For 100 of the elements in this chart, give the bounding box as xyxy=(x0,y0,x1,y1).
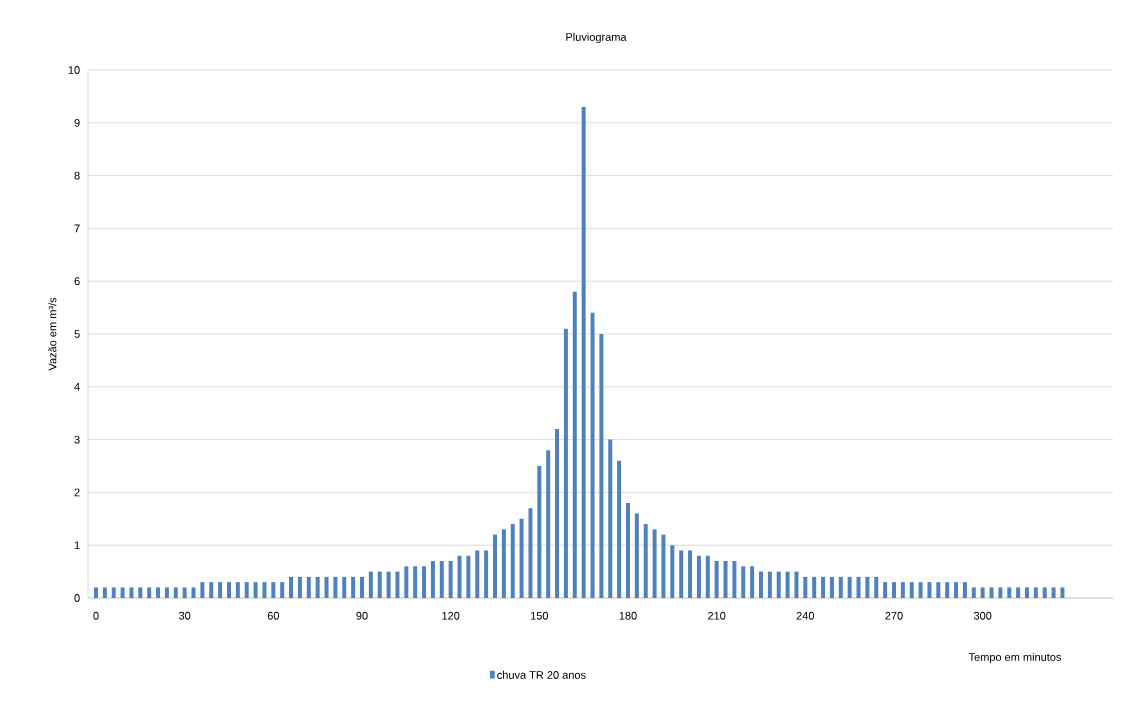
bar xyxy=(838,576,843,598)
bar xyxy=(1007,587,1012,598)
bar xyxy=(413,566,418,598)
bar xyxy=(448,561,453,598)
y-tick-label: 2 xyxy=(74,488,80,497)
bar xyxy=(315,576,320,598)
bar xyxy=(679,550,684,598)
bar xyxy=(661,534,666,598)
bar xyxy=(954,582,959,598)
bar xyxy=(936,582,941,598)
bar xyxy=(688,550,693,598)
chart-title: Pluviograma xyxy=(566,32,627,44)
bar xyxy=(297,576,302,598)
bar xyxy=(156,587,161,598)
bar xyxy=(147,587,152,598)
y-axis-title: Vazão em m³/s xyxy=(48,297,57,371)
bar xyxy=(439,561,444,598)
bar xyxy=(528,508,533,598)
bar xyxy=(608,439,613,598)
bar xyxy=(226,582,231,598)
bar xyxy=(280,582,285,598)
bar xyxy=(572,291,577,598)
x-tick-label: 0 xyxy=(93,611,99,620)
bar xyxy=(980,587,985,598)
y-tick-label: 9 xyxy=(74,118,80,127)
bar xyxy=(617,460,622,598)
y-tick-label: 4 xyxy=(74,383,80,391)
bar xyxy=(306,576,311,598)
bar xyxy=(484,550,489,598)
bar xyxy=(900,582,905,598)
bar xyxy=(138,587,143,598)
bar xyxy=(750,566,755,598)
y-tick-label: 0 xyxy=(74,594,80,602)
x-tick-label: 120 xyxy=(442,611,460,620)
bar xyxy=(359,576,364,598)
bar xyxy=(537,465,542,598)
y-tick-label: 10 xyxy=(68,66,80,74)
y-tick-label: 8 xyxy=(74,171,80,180)
bar xyxy=(696,555,701,598)
bar xyxy=(510,524,515,598)
bar xyxy=(386,571,391,598)
bar xyxy=(918,582,923,598)
x-tick-label: 270 xyxy=(885,611,903,620)
bar xyxy=(883,582,888,598)
bar xyxy=(492,534,497,598)
bar xyxy=(962,582,967,598)
x-axis-title: Tempo em minutos xyxy=(968,652,1062,664)
bar xyxy=(945,582,950,598)
bar xyxy=(652,529,657,598)
bar xyxy=(368,571,373,598)
x-tick-label: 90 xyxy=(356,611,368,620)
bar xyxy=(342,576,347,598)
bar xyxy=(218,582,223,598)
bar xyxy=(865,576,870,598)
bar xyxy=(324,576,329,598)
bar xyxy=(971,587,976,598)
bar xyxy=(173,587,178,598)
x-tick-label: 30 xyxy=(178,611,191,620)
bar xyxy=(377,571,382,598)
bar xyxy=(625,502,630,598)
bar xyxy=(555,429,560,598)
bar xyxy=(1033,587,1038,598)
x-tick-label: 210 xyxy=(708,611,726,620)
bar xyxy=(475,550,480,598)
bar xyxy=(891,582,896,598)
bar xyxy=(803,576,808,598)
bar xyxy=(599,333,604,598)
bar xyxy=(927,582,932,598)
bar xyxy=(776,571,781,598)
bar xyxy=(874,576,879,598)
bar xyxy=(812,576,817,598)
bar xyxy=(262,582,267,598)
bar xyxy=(235,582,240,598)
bar xyxy=(244,582,249,598)
bar xyxy=(289,576,294,598)
bar xyxy=(1051,587,1056,598)
x-tick-label: 240 xyxy=(796,611,815,620)
bar xyxy=(821,576,826,598)
bar xyxy=(457,555,462,598)
bar xyxy=(1060,587,1065,598)
bar xyxy=(395,571,400,598)
bar xyxy=(333,576,338,598)
legend-label: chuva TR 20 anos xyxy=(497,670,586,679)
bar xyxy=(129,587,134,598)
y-tick-label: 5 xyxy=(74,330,80,338)
bar xyxy=(191,587,196,598)
bar xyxy=(714,561,719,598)
y-tick-label: 7 xyxy=(74,224,80,233)
bar xyxy=(404,566,409,598)
bar xyxy=(989,587,994,598)
bar xyxy=(271,582,276,598)
bar xyxy=(546,450,551,598)
y-tick-label: 3 xyxy=(74,435,80,444)
bar xyxy=(670,545,675,598)
y-tick-label: 6 xyxy=(74,277,80,286)
bar xyxy=(643,524,648,598)
bar xyxy=(785,571,790,598)
bar xyxy=(93,587,98,598)
x-tick-label: 180 xyxy=(619,611,637,620)
bar xyxy=(102,587,107,598)
